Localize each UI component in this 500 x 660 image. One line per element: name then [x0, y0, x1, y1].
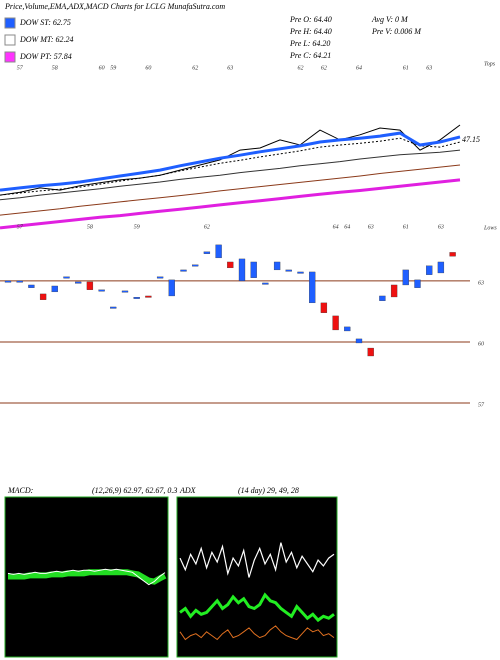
candle-body — [16, 280, 23, 283]
candle-body — [98, 289, 105, 292]
top-label: 62 — [298, 65, 304, 71]
top-label: 63 — [426, 65, 432, 71]
candle-body — [203, 251, 211, 254]
bottom-label: 59 — [134, 224, 140, 230]
series-line — [179, 592, 335, 623]
legend-swatch — [4, 17, 16, 29]
legend-swatch — [4, 34, 16, 46]
candle-body — [28, 284, 35, 288]
candle-body — [390, 284, 398, 298]
y-tick-label: 63 — [478, 280, 484, 286]
candle-body — [402, 269, 409, 286]
candle-body — [238, 258, 246, 282]
series-line — [0, 124, 461, 196]
bottom-label: 63 — [438, 224, 444, 230]
candle-body — [273, 261, 281, 271]
candle-body — [355, 338, 363, 344]
bottom-label: 57 — [17, 224, 24, 230]
candle-body — [75, 281, 82, 284]
legend-label: DOW MT: 62.24 — [19, 35, 74, 44]
candle-body — [180, 269, 187, 272]
top-label: 64 — [356, 64, 362, 71]
top-label: 62 — [192, 65, 198, 71]
candle-body — [437, 261, 445, 274]
candle-body — [285, 269, 292, 272]
candle-body — [379, 295, 386, 301]
y-tick-label: 57 — [478, 402, 485, 408]
bottom-label: 58 — [87, 224, 93, 230]
candle-body — [332, 315, 339, 331]
price-stat: Pre C: 64.21 — [289, 51, 331, 60]
volume-stat: Avg V: 0 M — [371, 15, 409, 24]
series-line — [0, 149, 461, 201]
candle-body — [449, 252, 456, 257]
candle-body — [215, 244, 222, 259]
candle-body — [192, 264, 199, 267]
candle-body — [320, 302, 328, 313]
lows-label: Lows — [483, 225, 497, 231]
top-label: 60 — [99, 65, 105, 71]
candle-body — [262, 282, 269, 285]
candle-body — [51, 285, 58, 293]
candle-body — [133, 297, 140, 299]
top-label: 63 — [227, 65, 233, 71]
price-stat: Pre L: 64.20 — [289, 39, 330, 48]
top-label: 58 — [52, 65, 58, 71]
y-tick-label: 60 — [478, 341, 484, 347]
series-line — [179, 542, 335, 578]
bottom-label: 63 — [368, 224, 374, 230]
adx-panel — [176, 496, 338, 658]
bottom-label: 64 — [333, 223, 339, 230]
chart-title: Price,Volume,EMA,ADX,MACD Charts for LCL… — [4, 2, 225, 11]
legend-swatch — [4, 51, 16, 63]
candle-body — [121, 290, 129, 293]
series-line — [0, 137, 461, 196]
candle-body — [344, 326, 351, 332]
top-label: 59 — [110, 65, 116, 71]
volume-stat: Pre V: 0.006 M — [371, 27, 422, 36]
top-label: 62 — [321, 65, 327, 71]
candle-body — [426, 265, 433, 275]
legend-label: DOW PT: 57.84 — [19, 52, 72, 61]
legend-label: DOW ST: 62.75 — [19, 18, 71, 27]
candle-body — [86, 281, 94, 290]
top-label: 60 — [145, 65, 151, 71]
top-label: 61 — [403, 65, 409, 71]
candle-body — [414, 279, 421, 288]
candle-body — [39, 293, 47, 300]
candle-body — [156, 276, 164, 279]
tops-label: Tops — [484, 61, 496, 67]
candle-body — [367, 347, 374, 357]
candle-body — [110, 306, 117, 309]
price-stat: Pre O: 64.40 — [289, 15, 332, 24]
series-line — [0, 131, 461, 192]
candle-body — [145, 295, 152, 298]
bottom-label: 64 — [344, 223, 350, 230]
adx-title: ADX — [179, 486, 197, 495]
bottom-label: 62 — [204, 224, 210, 230]
candle-body — [63, 276, 70, 279]
top-label: 57 — [17, 65, 24, 71]
macd-subtitle: (12,26,9) 62.97, 62.67, 0.3 — [92, 486, 177, 495]
series-line — [7, 568, 166, 586]
series-line — [179, 625, 335, 641]
bottom-label: 61 — [403, 224, 409, 230]
candle-body — [227, 261, 234, 269]
candle-body — [4, 280, 12, 283]
candle-body — [297, 271, 304, 274]
macd-title: MACD: — [7, 486, 34, 495]
candle-body — [250, 261, 257, 278]
price-stat: Pre H: 64.40 — [289, 27, 332, 36]
series-line — [0, 164, 461, 216]
series-line — [8, 569, 167, 585]
series-line — [0, 178, 461, 230]
annotation: 47.15 — [462, 135, 480, 144]
candle-body — [309, 271, 316, 304]
candle-body — [168, 279, 175, 297]
adx-subtitle: (14 day) 29, 49, 28 — [238, 486, 299, 495]
